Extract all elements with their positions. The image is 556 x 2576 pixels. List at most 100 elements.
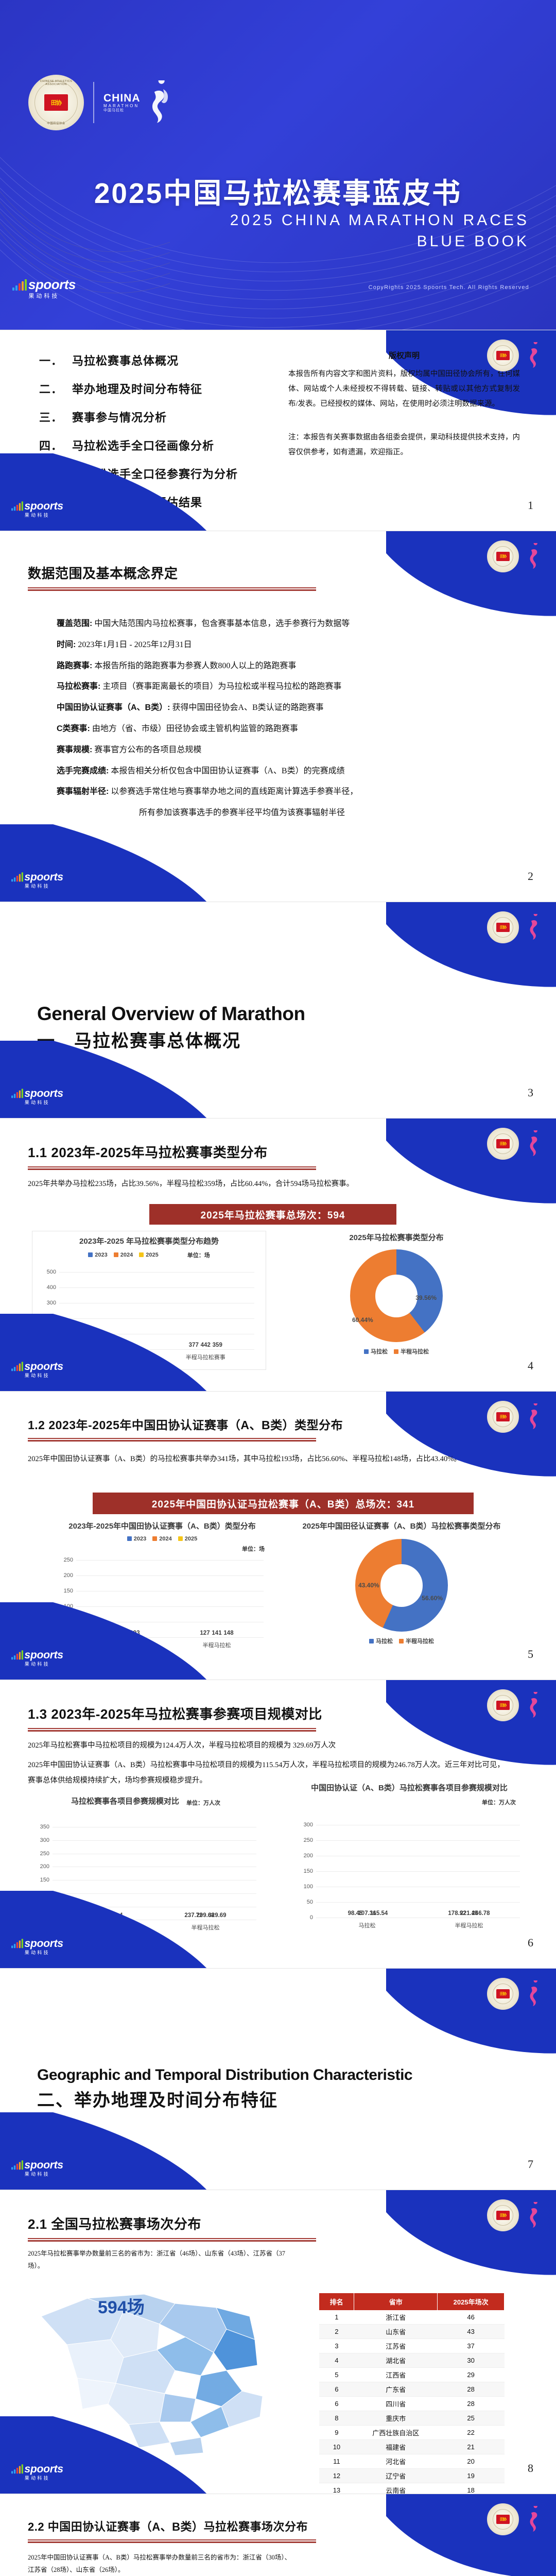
definition-value: 以参赛选手常住地与赛事举办地之间的直线距离计算选手参赛半径， — [111, 787, 358, 796]
caa-seal-icon: 田协 — [487, 911, 519, 943]
toc-label-4: 马拉松选手全口径画像分析 — [72, 439, 215, 452]
spoorts-wordmark: spoorts — [24, 1086, 63, 1099]
spoorts-wordmark: spoorts — [24, 870, 63, 883]
definition-value: 2023年1月1日 - 2025年12月31日 — [78, 640, 192, 649]
legend-item-2025: 2025 — [178, 1536, 197, 1542]
caa-seal-icon: 田协 — [487, 1689, 519, 1721]
page-number: 6 — [528, 1936, 533, 1949]
definition-value: 本报告相关分析仅包含中国田协认证赛事（A、B类）的完赛成绩 — [111, 766, 345, 775]
toc-item-4[interactable]: 四． 马拉松选手全口径画像分析 — [39, 437, 238, 453]
donut-slice-label: 39.56% — [415, 1294, 437, 1301]
definition-key: 覆盖范围: — [57, 619, 93, 628]
china-map-svg — [21, 2571, 288, 2576]
chart-legend: 2023 2024 2025 — [51, 1536, 273, 1542]
table-row: 12 辽宁省 19 — [319, 2468, 505, 2483]
highlight-banner: 2025年中国田协认证马拉松赛事（A、B类）总场次：341 — [93, 1493, 474, 1514]
col-province: 省市 — [354, 2293, 438, 2310]
spoorts-wordmark: spoorts — [24, 1359, 63, 1372]
page-number: 8 — [528, 2462, 533, 2475]
chart-unit-label: 单位：万人次 — [482, 1800, 516, 1806]
chart-plot-area: 300 250 200 150 100 50 0 98.45 107.36 11… — [304, 1822, 520, 1929]
spoorts-cn-name: 果动科技 — [24, 2476, 50, 2481]
caa-seal-icon: 田协 — [487, 2503, 519, 2535]
spoorts-cn-name: 果动科技 — [28, 293, 60, 299]
definition-key: 中国田协认证赛事（A、B类）: — [57, 703, 170, 713]
spoorts-cn-name: 果动科技 — [24, 1950, 50, 1956]
page-number: 1 — [528, 499, 533, 512]
toc-label-1: 马拉松赛事总体概况 — [72, 354, 179, 367]
corner-decoration-top-right: 田协 — [386, 1118, 556, 1216]
spoorts-wordmark: spoorts — [24, 2462, 63, 2475]
table-row: 6 四川省 28 — [319, 2396, 505, 2411]
donut-slice-label: 60.44% — [352, 1316, 373, 1324]
page-title: 2.1 全国马拉松赛事场次分布 — [28, 2216, 201, 2232]
slide-header: 数据范围及基本概念界定 — [28, 563, 316, 591]
spoorts-cn-name: 果动科技 — [24, 1662, 50, 1667]
table-row: 1 浙江省 46 — [319, 2310, 505, 2325]
runner-icon — [530, 543, 537, 569]
page-title: 1.3 2023年-2025年马拉松赛事参赛项目规模对比 — [28, 1706, 322, 1722]
chart-title: 2023年-2025年中国田协认证赛事（A、B类）类型分布 — [68, 1522, 256, 1531]
spoorts-cn-name: 果动科技 — [24, 513, 50, 518]
cover-subtitle: 2025 CHINA MARATHON RACES BLUE BOOK — [230, 210, 529, 252]
table-row: 6 广东省 28 — [319, 2382, 505, 2397]
definition-key: 选手完赛成绩: — [57, 766, 109, 775]
china-marathon-logo: CHINA MARATHON 中国马拉松 — [103, 80, 170, 125]
definition-key: 赛事辐射半径: — [57, 787, 109, 796]
legend-item-half: 半程马拉松 — [399, 1637, 434, 1645]
chart-title: 2023年-2025 年马拉松赛事类型分布趋势 — [79, 1237, 219, 1246]
spoorts-cn-name: 果动科技 — [24, 1373, 50, 1379]
page-number: 5 — [528, 1648, 533, 1660]
section-heading-en: General Overview of Marathon — [37, 1003, 305, 1024]
table-row: 2 山东省 43 — [319, 2324, 505, 2339]
spoorts-cn-name: 果动科技 — [24, 2172, 50, 2177]
runner-icon — [530, 1692, 537, 1718]
definition-key: 赛事规模: — [57, 745, 93, 754]
table-row: 5 江西省 29 — [319, 2367, 505, 2382]
copyright-statement: 版权声明 本报告所有内容文字和图片资料，版权均属中国田径协会所有，任何媒体、网站… — [288, 350, 520, 460]
spoorts-dots-icon — [11, 501, 23, 511]
toc-item-2[interactable]: 二． 举办地理及时间分布特征 — [39, 380, 238, 397]
spoorts-dots-icon — [12, 279, 27, 291]
slide-lead-text-1: 2025年马拉松赛事中马拉松项目的规模为124.4万人次，半程马拉松项目的规模为… — [28, 1741, 336, 1750]
slide-1-1: 田协 1.1 2023年-2025年马拉松赛事类型分布 2025年共举办马拉松2… — [0, 1118, 556, 1391]
toc-item-3[interactable]: 三． 赛事参与情况分析 — [39, 409, 238, 425]
definitions-slide: 田协 数据范围及基本概念界定 覆盖范围: 中国大陆范围内马拉松赛事，包含赛事基本… — [0, 531, 556, 902]
corner-decoration-bottom-left: spoorts 果动科技 — [0, 453, 221, 531]
corner-decoration-bottom-left: spoorts 果动科技 — [0, 1891, 221, 1968]
cover-logo-group: CHINESE ATHLETICS ASSOCIATION 田协 中国田径协会 … — [28, 75, 170, 130]
cover-copyright: CopyRights 2025 Spoorts Tech. All Rights… — [368, 284, 529, 291]
caa-flag-icon: 田协 — [44, 94, 68, 111]
runner-icon — [530, 2202, 537, 2228]
caa-seal-icon: 田协 — [487, 340, 519, 371]
toc-item-1[interactable]: 一． 马拉松赛事总体概况 — [39, 352, 238, 368]
spoorts-dots-icon — [11, 1362, 23, 1371]
toc-num-4: 四． — [39, 439, 63, 452]
corner-decoration-bottom-left: spoorts 果动科技 — [0, 2416, 221, 2494]
copyright-title: 版权声明 — [388, 352, 420, 360]
toc-label-3: 赛事参与情况分析 — [72, 411, 167, 424]
china-map: 594场 — [21, 2267, 288, 2463]
caa-seal-icon: 田协 — [487, 540, 519, 572]
table-row: 8 重庆市 25 — [319, 2411, 505, 2426]
corner-decoration-top-right: 田协 — [386, 531, 556, 629]
title-rule — [28, 587, 316, 591]
chart-legend: 马拉松 半程马拉松 — [288, 1347, 505, 1355]
chart-title: 马拉松赛事各项目参赛规模对比 — [71, 1797, 179, 1806]
definition-item: 覆盖范围: 中国大陆范围内马拉松赛事，包含赛事基本信息，选手参赛行为数据等 — [57, 614, 520, 635]
chart-legend: 2023 2024 2025 单位：场 — [32, 1251, 266, 1259]
cover-subtitle-line1: 2025 CHINA MARATHON RACES — [230, 212, 529, 229]
caa-seal-icon: 田协 — [487, 1128, 519, 1160]
definition-value: 主项目（赛事距离最长的项目）为马拉松或半程马拉松的路跑赛事 — [102, 682, 342, 691]
spoorts-logo: spoorts 果动科技 — [12, 277, 76, 300]
page-number: 7 — [528, 2158, 533, 2171]
chart-panel-donut: 2025年中国田径认证赛事（A、B类）马拉松赛事类型分布 56.60% 43.4… — [293, 1521, 510, 1645]
map-total-label: 594场 — [98, 2298, 145, 2317]
runner-icon — [530, 1130, 537, 1156]
definition-value: 赛事官方公布的各项目总规模 — [94, 745, 202, 754]
slide-2-2: 田协 2.2 中国田协认证赛事（A、B类）马拉松赛事场次分布 2025年中国田协… — [0, 2494, 556, 2576]
definition-value: 获得中国田径协会A、B类认证的路跑赛事 — [172, 703, 324, 713]
table-header-row: 排名 省市 2025年场次 — [319, 2293, 505, 2310]
definition-item-continued: 所有参加该赛事选手的参赛半径平均值为该赛事辐射半径 — [139, 808, 345, 818]
legend-item-2024: 2024 — [152, 1536, 172, 1542]
